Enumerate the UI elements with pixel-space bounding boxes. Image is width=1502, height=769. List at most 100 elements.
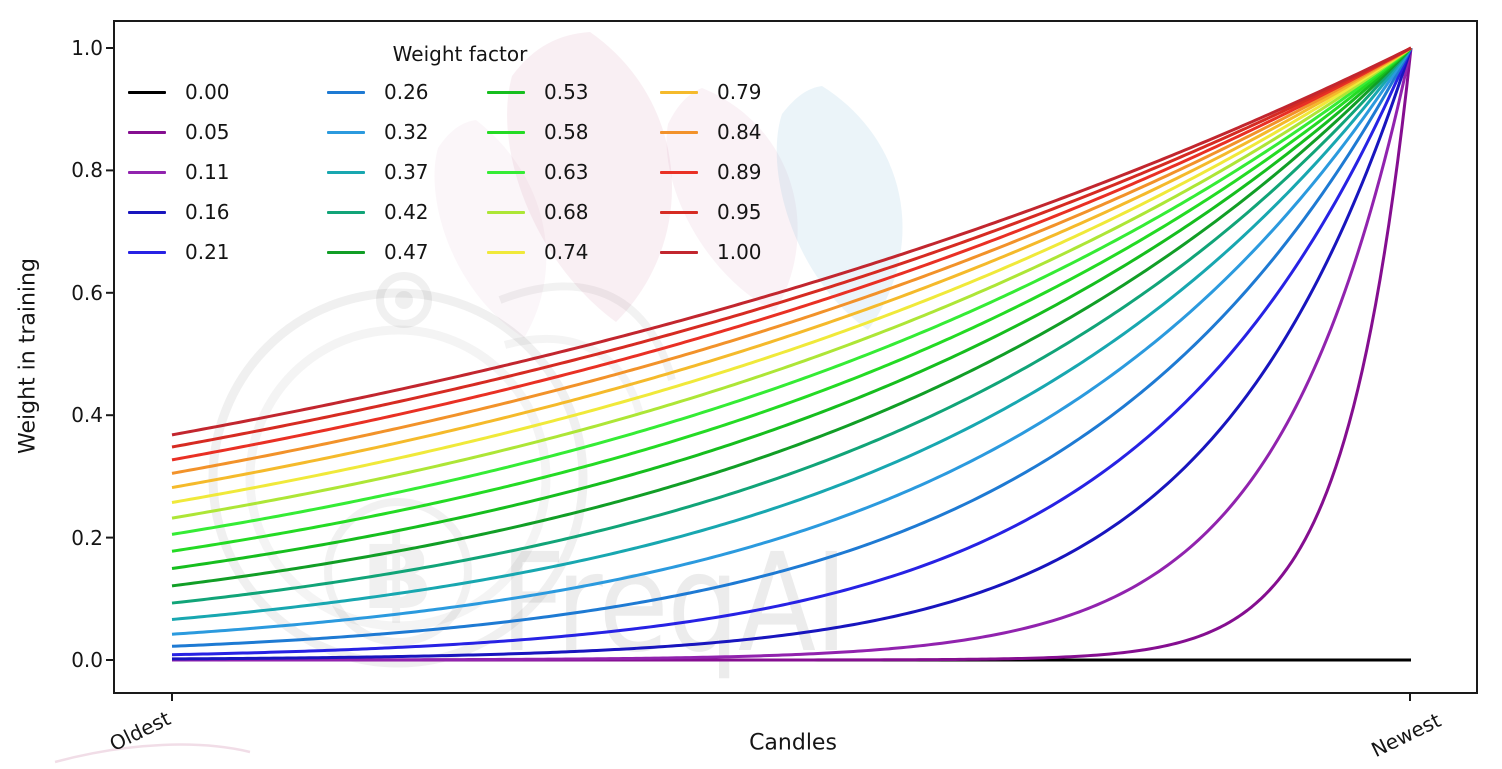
legend-item: 0.47 (327, 241, 429, 263)
y-tick-label: 0.2 (71, 525, 103, 550)
curve-0.84 (171, 46, 1412, 475)
curve-0.68 (171, 46, 1412, 520)
legend-label: 0.63 (544, 160, 589, 184)
curve-0.53 (171, 46, 1413, 570)
curve-0.47 (171, 46, 1413, 588)
curve-0.58 (171, 46, 1412, 553)
legend-label: 0.89 (717, 160, 762, 184)
legend-swatch (327, 250, 365, 254)
curve-0.89 (171, 46, 1412, 462)
legend-label: 0.11 (185, 160, 230, 184)
watermark-logo-circle (208, 288, 588, 668)
legend-swatch (660, 130, 698, 134)
legend-swatch (128, 130, 166, 134)
watermark-crown-ring (376, 272, 432, 328)
y-tick-label: 0.8 (71, 158, 103, 183)
legend-item: 0.21 (128, 241, 230, 263)
curve-group (171, 46, 1413, 662)
legend-item: 0.63 (487, 161, 589, 183)
watermark-coin-ring (324, 498, 472, 646)
legend-swatch (327, 210, 365, 214)
legend-item: 0.26 (327, 81, 429, 103)
curve-0.16 (171, 47, 1413, 661)
legend-item: 0.11 (128, 161, 230, 183)
legend-swatch (327, 170, 365, 174)
legend-swatch (660, 250, 698, 254)
curve-0.26 (171, 47, 1413, 648)
legend-swatch (128, 250, 166, 254)
legend-swatch (487, 210, 525, 214)
legend-swatch (128, 90, 166, 94)
watermark-leaf (776, 86, 903, 330)
legend-label: 0.84 (717, 120, 762, 144)
legend-label: 0.79 (717, 80, 762, 104)
legend-item: 0.89 (660, 161, 762, 183)
curve-1.00 (171, 46, 1412, 437)
legend-swatch (660, 170, 698, 174)
legend-item: 0.32 (327, 121, 429, 143)
watermark-crown-dot (395, 291, 413, 309)
legend-item: 0.68 (487, 201, 589, 223)
watermark-petal (434, 120, 547, 338)
curve-0.74 (171, 46, 1412, 504)
curve-0.11 (172, 47, 1413, 662)
legend-label: 0.21 (185, 240, 230, 264)
curve-0.95 (171, 46, 1412, 449)
legend-swatch (487, 130, 525, 134)
y-tick-label: 0.6 (71, 280, 103, 305)
legend-label: 0.26 (384, 80, 429, 104)
legend-item: 0.95 (660, 201, 762, 223)
legend-label: 0.42 (384, 200, 429, 224)
legend-label: 0.32 (384, 120, 429, 144)
legend-item: 0.00 (128, 81, 230, 103)
legend-label: 0.95 (717, 200, 762, 224)
legend-swatch (660, 210, 698, 214)
legend-label: 0.74 (544, 240, 589, 264)
legend-label: 0.05 (185, 120, 230, 144)
legend-item: 0.74 (487, 241, 589, 263)
legend-label: 0.53 (544, 80, 589, 104)
legend-item: 0.84 (660, 121, 762, 143)
legend-swatch (487, 90, 525, 94)
legend-title: Weight factor (392, 42, 528, 66)
tick-group (106, 47, 1411, 701)
watermark-stem (54, 743, 251, 764)
legend-item: 0.58 (487, 121, 589, 143)
y-tick-label: 1.0 (71, 36, 103, 60)
y-tick-label: 0.0 (71, 648, 103, 672)
legend-item: 0.16 (128, 201, 230, 223)
curve-0.32 (171, 47, 1413, 636)
legend-label: 1.00 (717, 240, 762, 264)
watermark-swirl (503, 334, 644, 416)
legend-label: 0.16 (185, 200, 230, 224)
legend-swatch (487, 170, 525, 174)
curve-0.79 (171, 46, 1412, 490)
y-tick-label: 0.4 (71, 403, 103, 428)
curve-0.63 (171, 46, 1412, 536)
axes-frame (113, 20, 1478, 694)
legend-label: 0.37 (384, 160, 429, 184)
legend-swatch (487, 250, 525, 254)
legend-item: 0.42 (327, 201, 429, 223)
legend-swatch (660, 90, 698, 94)
legend-label: 0.58 (544, 120, 589, 144)
legend-label: 0.68 (544, 200, 589, 224)
legend-item: 1.00 (660, 241, 762, 263)
legend-label: 0.00 (185, 80, 230, 104)
legend-swatch (128, 170, 166, 174)
curve-0.37 (171, 47, 1413, 621)
legend-swatch (128, 210, 166, 214)
x-axis-label: Candles (749, 730, 837, 756)
legend-item: 0.05 (128, 121, 230, 143)
legend-label: 0.47 (384, 240, 429, 264)
curve-0.21 (171, 47, 1413, 657)
watermark-petal (507, 32, 672, 322)
legend-item: 0.37 (327, 161, 429, 183)
watermark-petal (666, 88, 798, 312)
legend-swatch (327, 130, 365, 134)
legend-item: 0.79 (660, 81, 762, 103)
curve-0.42 (171, 47, 1413, 605)
